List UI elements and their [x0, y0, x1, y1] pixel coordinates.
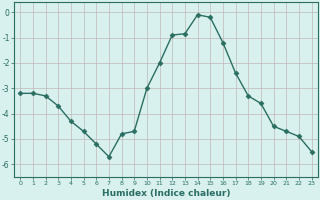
X-axis label: Humidex (Indice chaleur): Humidex (Indice chaleur) [102, 189, 230, 198]
